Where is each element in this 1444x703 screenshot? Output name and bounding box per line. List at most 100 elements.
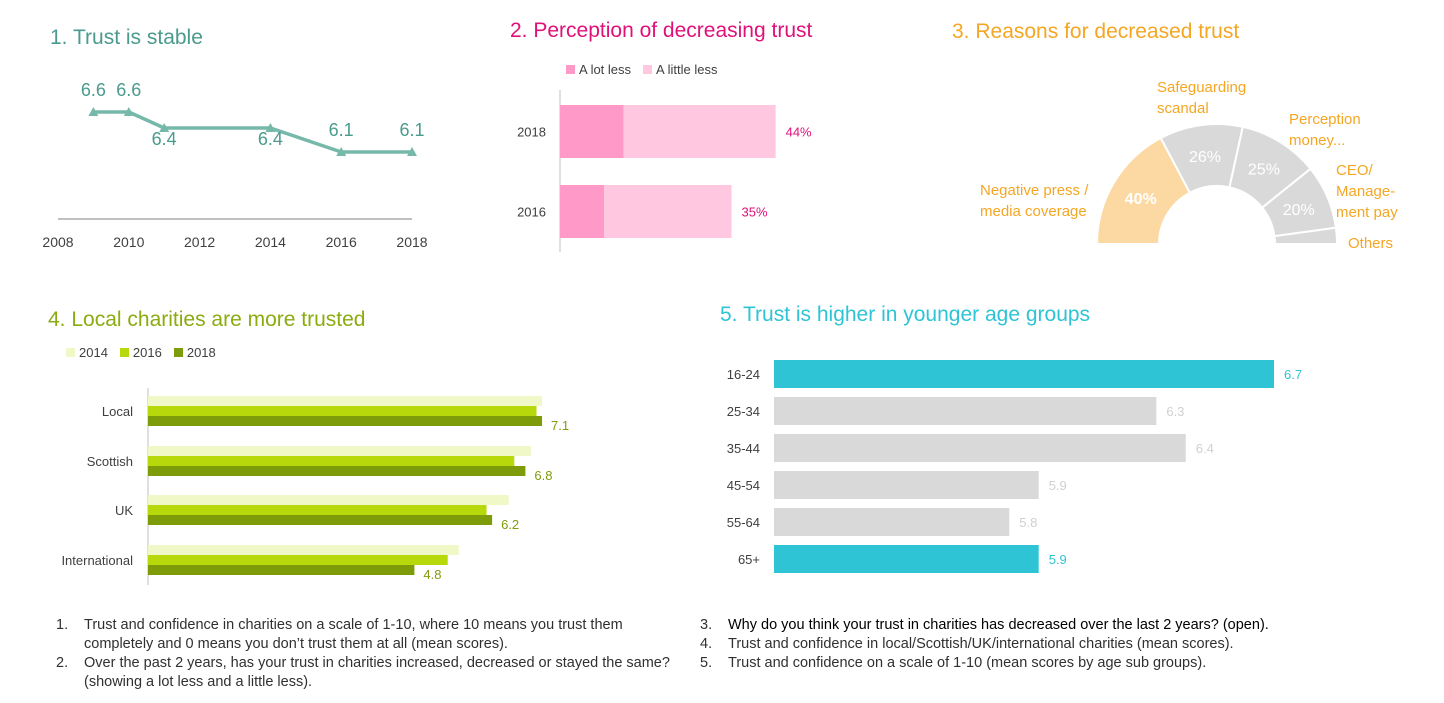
chart2-category-label: 2016	[517, 205, 546, 220]
legend-swatch-2016	[119, 348, 129, 357]
chart1-x-tick: 2010	[113, 234, 144, 250]
chart4-bar	[148, 555, 448, 565]
legend-item-a-lot-less: A lot less	[566, 62, 631, 77]
chart5-value-label: 5.9	[1049, 478, 1067, 493]
footnote-1-text: Trust and confidence in charities on a s…	[84, 617, 623, 652]
footnote-3: 3. Why do you think your trust in chariti…	[700, 616, 1340, 635]
chart3-slice-pct: 20%	[1283, 202, 1315, 219]
footnote-2-text: Over the past 2 years, has your trust in…	[84, 655, 670, 690]
chart4-value-label: 7.1	[551, 418, 569, 433]
legend-label-2018: 2018	[186, 345, 216, 360]
chart2-legend: A lot less A little less	[566, 62, 723, 77]
chart1-point	[88, 107, 99, 116]
chart4-category-label: Scottish	[87, 454, 133, 469]
footnote-5-text: Trust and confidence on a scale of 1-10 …	[728, 655, 1207, 671]
footnote-3-number: 3.	[700, 617, 713, 633]
footnote-3-text: Why do you think your trust in charities…	[728, 617, 1269, 633]
chart1-data-label: 6.6	[81, 80, 106, 100]
chart2-bar-segment	[560, 185, 605, 238]
chart5-bar	[774, 471, 1039, 499]
chart3-title: 3. Reasons for decreased trust	[952, 20, 1240, 43]
chart4-bar	[148, 446, 531, 456]
chart3-slice-label: Others	[1348, 235, 1393, 252]
legend-swatch-2018	[173, 348, 183, 357]
chart5-category-label: 16-24	[727, 367, 760, 382]
chart5-value-label: 6.4	[1196, 441, 1214, 456]
chart4-value-label: 6.8	[534, 468, 552, 483]
chart3-slice-label: CEO/Manage-ment pay	[1336, 162, 1398, 221]
chart2-category-label: 2018	[517, 125, 546, 140]
legend-item-2014: 2014	[66, 345, 108, 360]
chart1-point	[407, 147, 417, 156]
chart2-total-label: 44%	[786, 125, 812, 140]
chart5-value-label: 5.9	[1049, 552, 1067, 567]
chart1-data-label: 6.1	[329, 120, 354, 140]
chart3-slice-pct: 26%	[1189, 149, 1221, 166]
chart4-bar	[148, 565, 415, 575]
chart4-legend: 2014 2016 2018	[66, 345, 222, 360]
chart3-slice-pct: 40%	[1125, 191, 1157, 208]
chart1-x-tick: 2016	[326, 234, 357, 250]
chart5-bar	[774, 397, 1157, 425]
chart2-bar-segment	[604, 185, 732, 238]
legend-item-2018: 2018	[173, 345, 216, 360]
chart3-slice-label: Negative press / media coverage	[980, 182, 1089, 220]
legend-label-a-lot-less: A lot less	[579, 62, 632, 77]
chart5-value-label: 5.8	[1019, 515, 1037, 530]
chart5-value-label: 6.3	[1166, 404, 1184, 419]
chart4-category-label: International	[61, 553, 133, 568]
chart2-bar-segment	[560, 105, 624, 158]
chart1-point	[265, 123, 276, 132]
legend-swatch-a-lot-less	[566, 65, 575, 74]
chart3-slice-pct: 25%	[1248, 161, 1280, 178]
footnotes-left: 1. Trust and confidence in charities on a…	[56, 616, 676, 692]
footnote-4-number: 4.	[700, 636, 713, 652]
chart4-bar	[148, 495, 509, 505]
chart4-category-label: UK	[115, 503, 133, 518]
chart1-x-tick: 2008	[42, 234, 73, 250]
chart1-data-label: 6.6	[116, 80, 141, 100]
footnote-1: 1. Trust and confidence in charities on a…	[56, 616, 676, 654]
chart2-title: 2. Perception of decreasing trust	[510, 19, 813, 42]
chart3-slice	[1095, 136, 1192, 245]
chart5-title: 5. Trust is higher in younger age groups	[720, 303, 1091, 326]
chart4-bar	[148, 416, 543, 426]
chart1-point	[123, 107, 134, 116]
chart1-data-label: 6.1	[399, 120, 424, 140]
chart1-point	[159, 123, 170, 132]
chart4-bar	[148, 466, 526, 476]
legend-label-2014: 2014	[79, 345, 108, 360]
chart4-category-label: Local	[102, 404, 133, 419]
legend-item-a-little-less: A little less	[643, 62, 717, 77]
chart4-bar	[148, 515, 493, 525]
chart1-x-tick: 2018	[396, 234, 427, 250]
chart5-bar	[774, 545, 1039, 573]
chart1-data-label: 6.4	[258, 129, 283, 149]
chart3-slice-label: Perception money...	[1289, 111, 1361, 149]
footnote-4: 4. Trust and confidence in local/Scottish…	[700, 635, 1340, 654]
legend-swatch-a-little-less	[643, 65, 653, 74]
footnote-2: 2. Over the past 2 years, has your trust …	[56, 654, 676, 692]
chart2-total-label: 35%	[742, 205, 768, 220]
footnote-2-number: 2.	[56, 655, 69, 671]
chart2-bar-segment	[623, 105, 776, 158]
footnote-5-number: 5.	[700, 655, 713, 671]
legend-item-2016: 2016	[119, 345, 162, 360]
footnote-5: 5. Trust and confidence on a scale of 1-1…	[700, 654, 1340, 673]
chart1-x-tick: 2014	[255, 234, 286, 250]
chart1-series-line	[93, 110, 412, 154]
chart4-title: 4. Local charities are more trusted	[48, 308, 366, 331]
chart4-bar	[148, 545, 459, 555]
chart5-category-label: 25-34	[727, 404, 760, 419]
chart5-category-label: 35-44	[727, 441, 760, 456]
chart4-bar	[148, 505, 487, 515]
chart3-slice-label: Safeguarding scandal	[1157, 79, 1246, 117]
chart5-bar	[774, 360, 1274, 388]
chart4-value-label: 4.8	[423, 567, 441, 582]
chart4-bar	[148, 456, 515, 466]
chart4-bar	[148, 396, 543, 406]
footnote-1-number: 1.	[56, 617, 69, 633]
chart4-value-label: 6.2	[501, 517, 519, 532]
chart5-category-label: 45-54	[727, 478, 760, 493]
footnote-4-text: Trust and confidence in local/Scottish/U…	[728, 636, 1234, 652]
